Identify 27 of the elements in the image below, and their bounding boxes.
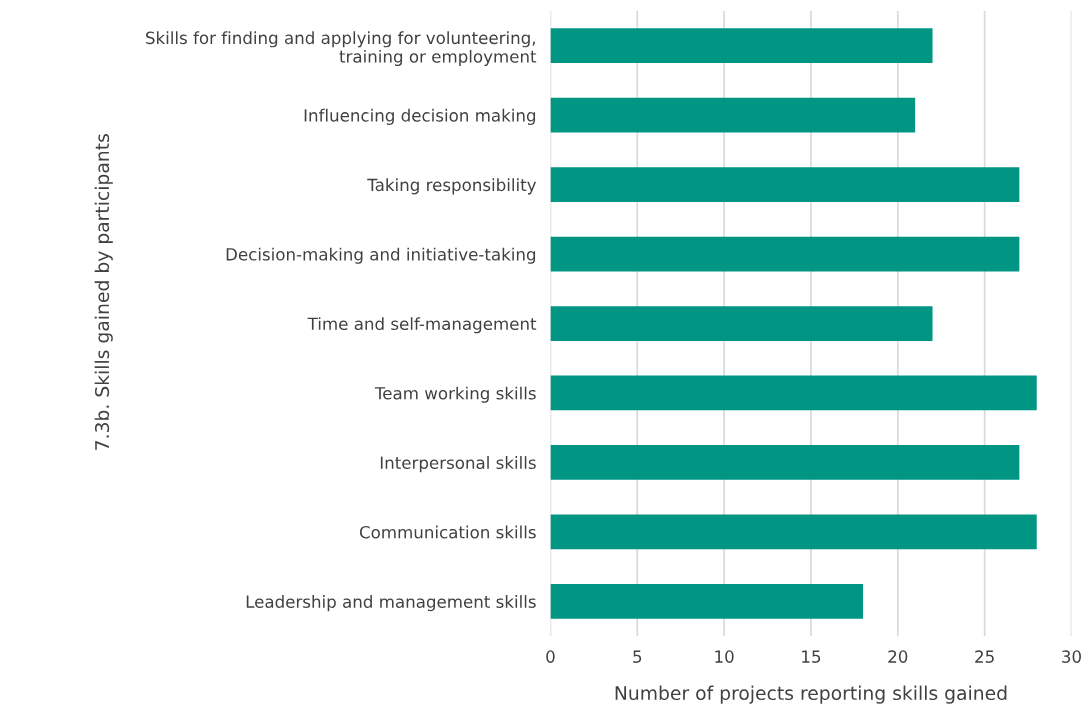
bar	[550, 97, 916, 133]
bar	[550, 375, 1037, 411]
y-tick-label: Time and self-management	[307, 317, 537, 334]
x-axis-title: Number of projects reporting skills gained	[615, 685, 1007, 704]
bar	[550, 514, 1037, 550]
x-tick-label: 25	[975, 650, 994, 663]
y-tick-label: Interpersonal skills	[380, 456, 536, 473]
x-tick-label: 15	[802, 650, 821, 663]
y-tick-label: Skills for finding and applying for volunteering, training or employment	[146, 31, 537, 67]
y-tick-label: Leadership and management skills	[246, 595, 536, 612]
bar	[550, 167, 1020, 202]
x-tick-label: 30	[1062, 650, 1081, 663]
bar	[550, 28, 933, 64]
x-tick-label: 20	[888, 650, 908, 663]
x-tick-label: 10	[715, 650, 734, 663]
y-tick-label: Influencing decision making	[304, 108, 536, 125]
x-tick-label: 0	[546, 650, 555, 663]
y-tick-label: Team working skills	[374, 386, 536, 403]
bar	[550, 306, 933, 341]
bar	[550, 584, 864, 619]
y-tick-label: Decision-making and initiative-taking	[226, 247, 536, 264]
y-tick-label: Taking responsibility	[367, 178, 537, 195]
y-tick-label: Communication skills	[359, 525, 536, 539]
x-tick-label: 5	[633, 650, 642, 663]
y-axis-title: 7.3b. Skills gained by participants	[94, 134, 113, 450]
bar	[550, 236, 1020, 272]
bar	[550, 445, 1020, 480]
